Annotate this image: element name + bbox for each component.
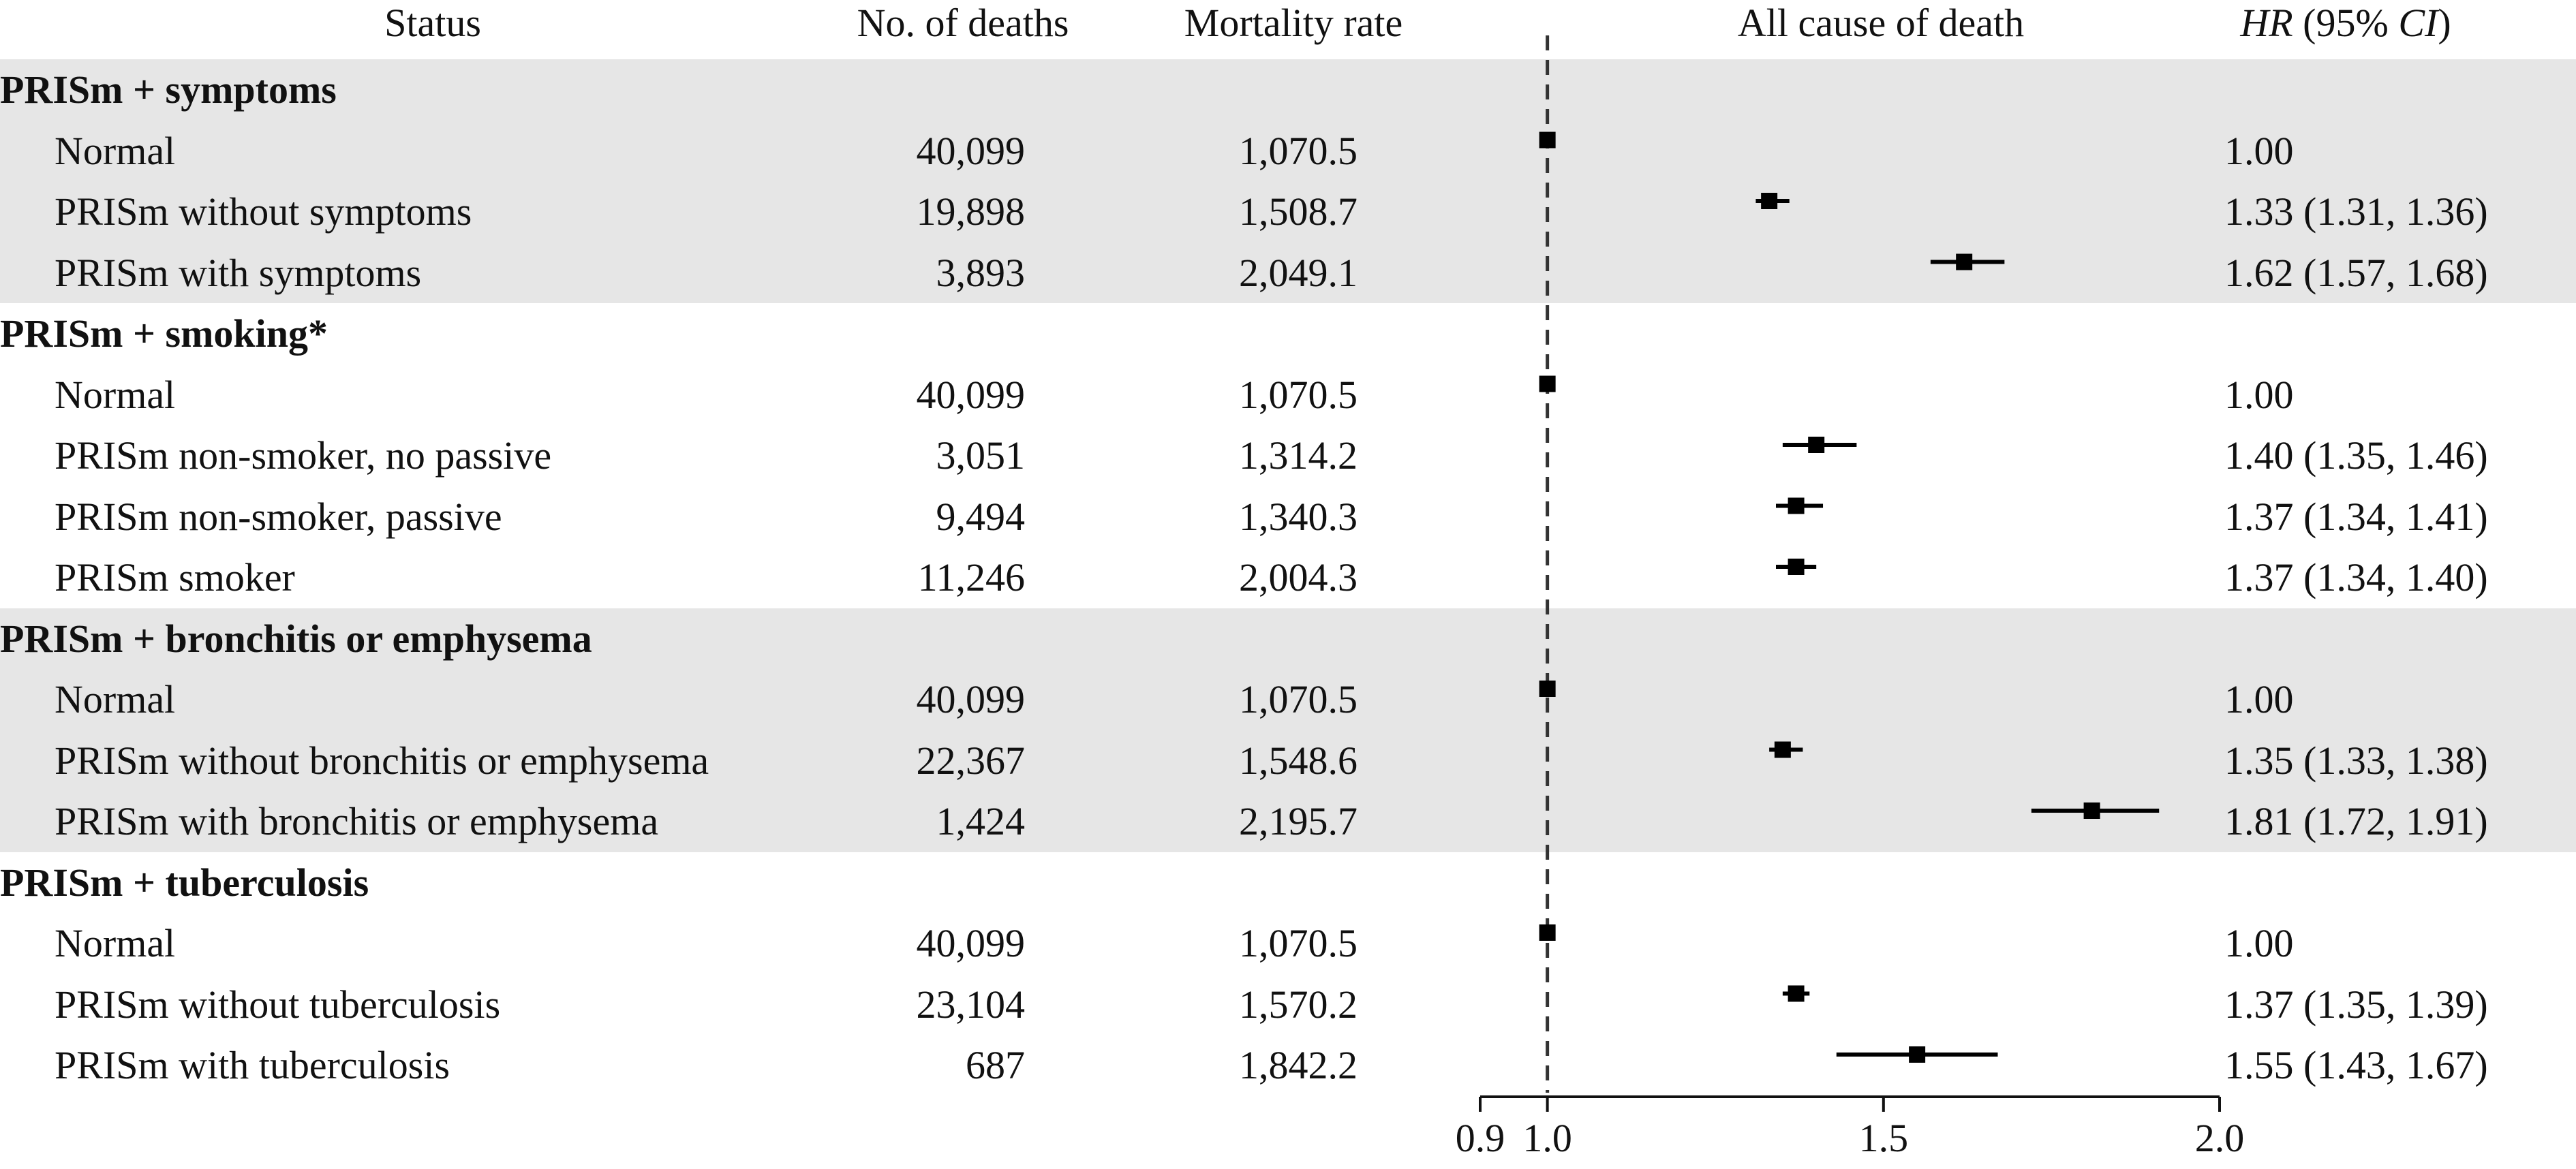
row-mortality-rate: 1,508.7 xyxy=(1239,189,1358,234)
row-label: PRISm smoker xyxy=(55,555,295,599)
hr-point-marker xyxy=(1956,253,1973,270)
row-deaths: 23,104 xyxy=(916,982,1026,1027)
row-hr-ci: 1.00 xyxy=(2224,372,2294,417)
group-title: PRISm + tuberculosis xyxy=(0,860,369,905)
row-mortality-rate: 1,314.2 xyxy=(1239,433,1358,478)
row-hr-ci: 1.81 (1.72, 1.91) xyxy=(2224,799,2488,843)
hr-point-marker xyxy=(1539,681,1556,697)
row-label: PRISm without symptoms xyxy=(55,189,472,234)
row-label: PRISm non-smoker, passive xyxy=(55,494,502,539)
row-label: PRISm non-smoker, no passive xyxy=(55,433,552,478)
hr-point-marker xyxy=(1788,497,1805,514)
x-tick-label: 1.5 xyxy=(1859,1116,1909,1160)
row-hr-ci: 1.00 xyxy=(2224,921,2294,965)
row-deaths: 1,424 xyxy=(936,799,1026,843)
row-mortality-rate: 1,070.5 xyxy=(1239,372,1358,417)
row-hr-ci: 1.37 (1.34, 1.41) xyxy=(2224,494,2488,539)
row-label: Normal xyxy=(55,128,176,173)
row-mortality-rate: 1,570.2 xyxy=(1239,982,1358,1027)
row-label: PRISm without tuberculosis xyxy=(55,982,501,1027)
group-band xyxy=(0,59,2576,304)
header-hr-italic: HR xyxy=(2240,1,2293,45)
row-deaths: 40,099 xyxy=(916,372,1026,417)
row-hr-ci: 1.40 (1.35, 1.46) xyxy=(2224,433,2488,478)
row-hr-ci: 1.00 xyxy=(2224,677,2294,721)
hr-point-marker xyxy=(1761,193,1778,209)
row-mortality-rate: 1,070.5 xyxy=(1239,677,1358,721)
header-deaths: No. of deaths xyxy=(857,1,1069,45)
group-title: PRISm + smoking* xyxy=(0,311,328,356)
row-hr-ci: 1.55 (1.43, 1.67) xyxy=(2224,1043,2488,1087)
x-tick-label: 1.0 xyxy=(1522,1116,1572,1160)
header-status: Status xyxy=(384,1,481,45)
hr-point-marker xyxy=(1774,741,1791,758)
header-plot: All cause of death xyxy=(1737,1,2025,45)
row-deaths: 19,898 xyxy=(916,189,1026,234)
row-deaths: 40,099 xyxy=(916,921,1026,965)
row-hr-ci: 1.37 (1.34, 1.40) xyxy=(2224,555,2488,599)
row-label: PRISm with symptoms xyxy=(55,250,422,295)
header-hr: HR (95% CI) xyxy=(2240,3,2451,43)
row-deaths: 3,893 xyxy=(936,250,1026,295)
row-hr-ci: 1.35 (1.33, 1.38) xyxy=(2224,738,2488,783)
row-mortality-rate: 2,004.3 xyxy=(1239,555,1358,599)
row-deaths: 11,246 xyxy=(917,555,1025,599)
row-hr-ci: 1.00 xyxy=(2224,128,2294,173)
header-hr-close: ) xyxy=(2438,1,2451,45)
header-hr-rest: (95% xyxy=(2293,1,2399,45)
hr-point-marker xyxy=(1539,375,1556,392)
hr-point-marker xyxy=(1788,559,1805,575)
row-deaths: 3,051 xyxy=(936,433,1026,478)
row-mortality-rate: 2,195.7 xyxy=(1239,799,1358,843)
row-mortality-rate: 1,340.3 xyxy=(1239,494,1358,539)
x-tick-label: 0.9 xyxy=(1456,1116,1505,1160)
row-mortality-rate: 1,548.6 xyxy=(1239,738,1358,783)
hr-point-marker xyxy=(1808,437,1825,453)
row-deaths: 9,494 xyxy=(936,494,1026,539)
hr-point-marker xyxy=(2083,802,2100,819)
group-title: PRISm + bronchitis or emphysema xyxy=(0,616,592,661)
hr-point-marker xyxy=(1788,985,1805,1002)
row-deaths: 22,367 xyxy=(916,738,1026,783)
row-hr-ci: 1.62 (1.57, 1.68) xyxy=(2224,250,2488,295)
hr-point-marker xyxy=(1539,924,1556,941)
hr-point-marker xyxy=(1539,131,1556,149)
group-title: PRISm + symptoms xyxy=(0,67,337,112)
row-deaths: 40,099 xyxy=(916,677,1026,721)
row-mortality-rate: 2,049.1 xyxy=(1239,250,1358,295)
row-label: Normal xyxy=(55,372,176,417)
row-label: PRISm with tuberculosis xyxy=(55,1043,450,1087)
row-mortality-rate: 1,842.2 xyxy=(1239,1043,1358,1087)
row-deaths: 687 xyxy=(966,1043,1025,1087)
row-label: PRISm without bronchitis or emphysema xyxy=(55,738,709,783)
row-label: PRISm with bronchitis or emphysema xyxy=(55,799,659,843)
hr-point-marker xyxy=(1909,1046,1926,1063)
row-label: Normal xyxy=(55,921,176,965)
row-hr-ci: 1.33 (1.31, 1.36) xyxy=(2224,189,2488,234)
row-label: Normal xyxy=(55,677,176,721)
header-ci-italic: CI xyxy=(2398,1,2438,45)
row-mortality-rate: 1,070.5 xyxy=(1239,128,1358,173)
header-mortality: Mortality rate xyxy=(1184,1,1403,45)
x-tick-label: 2.0 xyxy=(2195,1116,2245,1160)
row-deaths: 40,099 xyxy=(916,128,1026,173)
row-hr-ci: 1.37 (1.35, 1.39) xyxy=(2224,982,2488,1027)
row-mortality-rate: 1,070.5 xyxy=(1239,921,1358,965)
